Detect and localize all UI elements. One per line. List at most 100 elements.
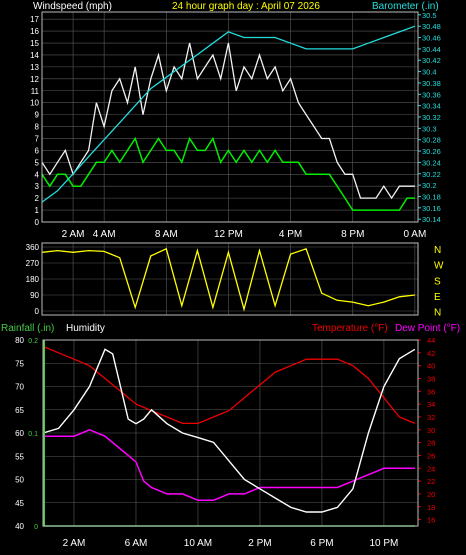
compass-label: W bbox=[434, 261, 444, 272]
barometer-tick-label: 30.2 bbox=[422, 181, 437, 190]
chart3-time-ticks: 2 AM 6 AM 10 AM 2 PM 6 PM 10 PM bbox=[63, 538, 399, 549]
barometer-tick-label: 30.32 bbox=[422, 113, 441, 122]
windspeed-tick-label: 3 bbox=[35, 182, 40, 191]
rain-tick-label: 0.2 bbox=[28, 338, 38, 345]
windspeed-axis-label: Windspeed (mph) bbox=[33, 1, 112, 12]
time-tick-label: 2 AM bbox=[62, 229, 85, 240]
humidity-tick-label: 80 bbox=[15, 336, 24, 345]
barometer-tick-label: 30.28 bbox=[422, 136, 441, 145]
time-tick-label: 8 PM bbox=[341, 229, 364, 240]
chart1-grid bbox=[42, 12, 418, 223]
barometer-tick-label: 30.14 bbox=[422, 215, 441, 224]
barometer-tick-label: 30.36 bbox=[422, 90, 441, 99]
compass-label: S bbox=[434, 276, 441, 287]
temperature-tick-label: 34 bbox=[427, 400, 435, 409]
barometer-tick-label: 30.48 bbox=[422, 22, 441, 31]
time-tick-label: 4 PM bbox=[279, 229, 302, 240]
compass-label: E bbox=[434, 292, 441, 303]
temperature-tick-label: 18 bbox=[427, 503, 435, 512]
windspeed-tick-label: 7 bbox=[35, 134, 40, 143]
barometer-axis-label: Barometer (.in) bbox=[372, 1, 439, 12]
barometer-tick-label: 30.18 bbox=[422, 192, 441, 201]
chart-title: 24 hour graph day : April 07 2026 bbox=[172, 1, 320, 12]
temperature-tick-label: 20 bbox=[427, 490, 435, 499]
temperature-tick-label: 32 bbox=[427, 413, 435, 422]
windspeed-tick-label: 13 bbox=[30, 63, 39, 72]
windspeed-tick-label: 4 bbox=[35, 170, 40, 179]
time-tick-label: 2 AM bbox=[63, 538, 86, 549]
chart2-frame bbox=[41, 242, 419, 316]
windspeed-tick-label: 14 bbox=[30, 51, 39, 60]
rain-tick-label: 0 bbox=[34, 524, 38, 531]
windspeed-tick-label: 6 bbox=[35, 146, 40, 155]
barometer-tick-label: 30.26 bbox=[422, 147, 441, 156]
temperature-tick-label: 22 bbox=[427, 477, 435, 486]
temperature-tick-label: 30 bbox=[427, 426, 435, 435]
compass-label: N bbox=[434, 308, 441, 319]
temperature-tick-label: 44 bbox=[427, 336, 435, 345]
degree-tick-label: 90 bbox=[30, 291, 39, 300]
humidity-tick-label: 45 bbox=[15, 499, 24, 508]
chart1-series bbox=[41, 25, 416, 211]
windspeed-tick-label: 5 bbox=[35, 158, 40, 167]
wind-direction-line bbox=[41, 247, 415, 312]
humidity-tick-label: 65 bbox=[15, 406, 24, 415]
compass-label: N bbox=[434, 245, 441, 256]
average-line bbox=[41, 136, 415, 211]
time-tick-label: 2 PM bbox=[248, 538, 271, 549]
barometer-tick-label: 30.38 bbox=[422, 79, 441, 88]
time-tick-label: 6 PM bbox=[310, 538, 333, 549]
rain-tick-label: 0.1 bbox=[28, 431, 38, 438]
humidity-tick-label: 70 bbox=[15, 383, 24, 392]
windspeed-tick-label: 16 bbox=[30, 27, 39, 36]
windspeed-tick-label: 11 bbox=[31, 87, 40, 96]
chart1-frame bbox=[41, 11, 419, 223]
time-tick-label: 6 AM bbox=[125, 538, 148, 549]
dew-point-axis-label: Dew Point (°F) bbox=[395, 323, 460, 334]
barometer-tick-label: 30.5 bbox=[422, 11, 437, 20]
time-tick-label: 12 PM bbox=[214, 229, 243, 240]
windspeed-tick-label: 17 bbox=[30, 15, 39, 24]
time-tick-label: 4 AM bbox=[93, 229, 116, 240]
windspeed-tick-label: 10 bbox=[30, 99, 39, 108]
time-tick-label: 0 AM bbox=[403, 229, 426, 240]
humidity-tick-label: 60 bbox=[15, 429, 24, 438]
chart1-barometer-ticks: 30.14 30.16 30.18 30.2 30.22 30.24 30.26 30.28 3… bbox=[418, 11, 441, 224]
barometer-tick-label: 30.34 bbox=[422, 102, 441, 111]
chart1-time-ticks: 2 AM 4 AM 8 AM 12 PM 4 PM 8 PM 0 AM bbox=[62, 229, 427, 240]
humidity-tick-label: 55 bbox=[15, 452, 24, 461]
temperature-tick-label: 28 bbox=[427, 439, 435, 448]
chart2-series bbox=[41, 247, 415, 312]
degree-tick-label: 360 bbox=[26, 243, 40, 252]
time-tick-label: 8 AM bbox=[155, 229, 178, 240]
barometer-tick-label: 30.42 bbox=[422, 56, 441, 65]
windspeed-tick-label: 8 bbox=[35, 123, 40, 132]
gust-line bbox=[41, 42, 415, 200]
temperature-line bbox=[42, 345, 416, 425]
barometer-tick-label: 30.44 bbox=[422, 45, 441, 54]
temperature-tick-label: 42 bbox=[427, 349, 435, 358]
windspeed-tick-label: 0 bbox=[35, 218, 40, 227]
windspeed-tick-label: 1 bbox=[35, 206, 40, 215]
barometer-tick-label: 30.3 bbox=[422, 124, 437, 133]
chart3-frame bbox=[42, 339, 419, 527]
windspeed-tick-label: 15 bbox=[30, 39, 39, 48]
humidity-tick-label: 40 bbox=[15, 522, 24, 531]
dew-point-line bbox=[43, 428, 415, 502]
rainfall-axis-label: Rainfall (.in) bbox=[1, 323, 54, 334]
humidity-tick-label: 50 bbox=[15, 476, 24, 485]
humidity-line bbox=[42, 348, 416, 513]
degree-tick-label: 180 bbox=[26, 275, 40, 284]
temperature-tick-label: 38 bbox=[427, 374, 435, 383]
chart3-humidity-ticks: 40 45 50 55 60 65 70 75 80 bbox=[15, 336, 24, 531]
temperature-tick-label: 40 bbox=[427, 362, 435, 371]
barometer-tick-label: 30.4 bbox=[422, 68, 437, 77]
chart3-rain-ticks: 0 0.1 0.2 bbox=[28, 338, 38, 531]
chart2-degree-ticks: 360 270 180 90 0 bbox=[26, 243, 40, 316]
temperature-tick-label: 26 bbox=[427, 451, 435, 460]
windspeed-tick-label: 12 bbox=[30, 75, 39, 84]
